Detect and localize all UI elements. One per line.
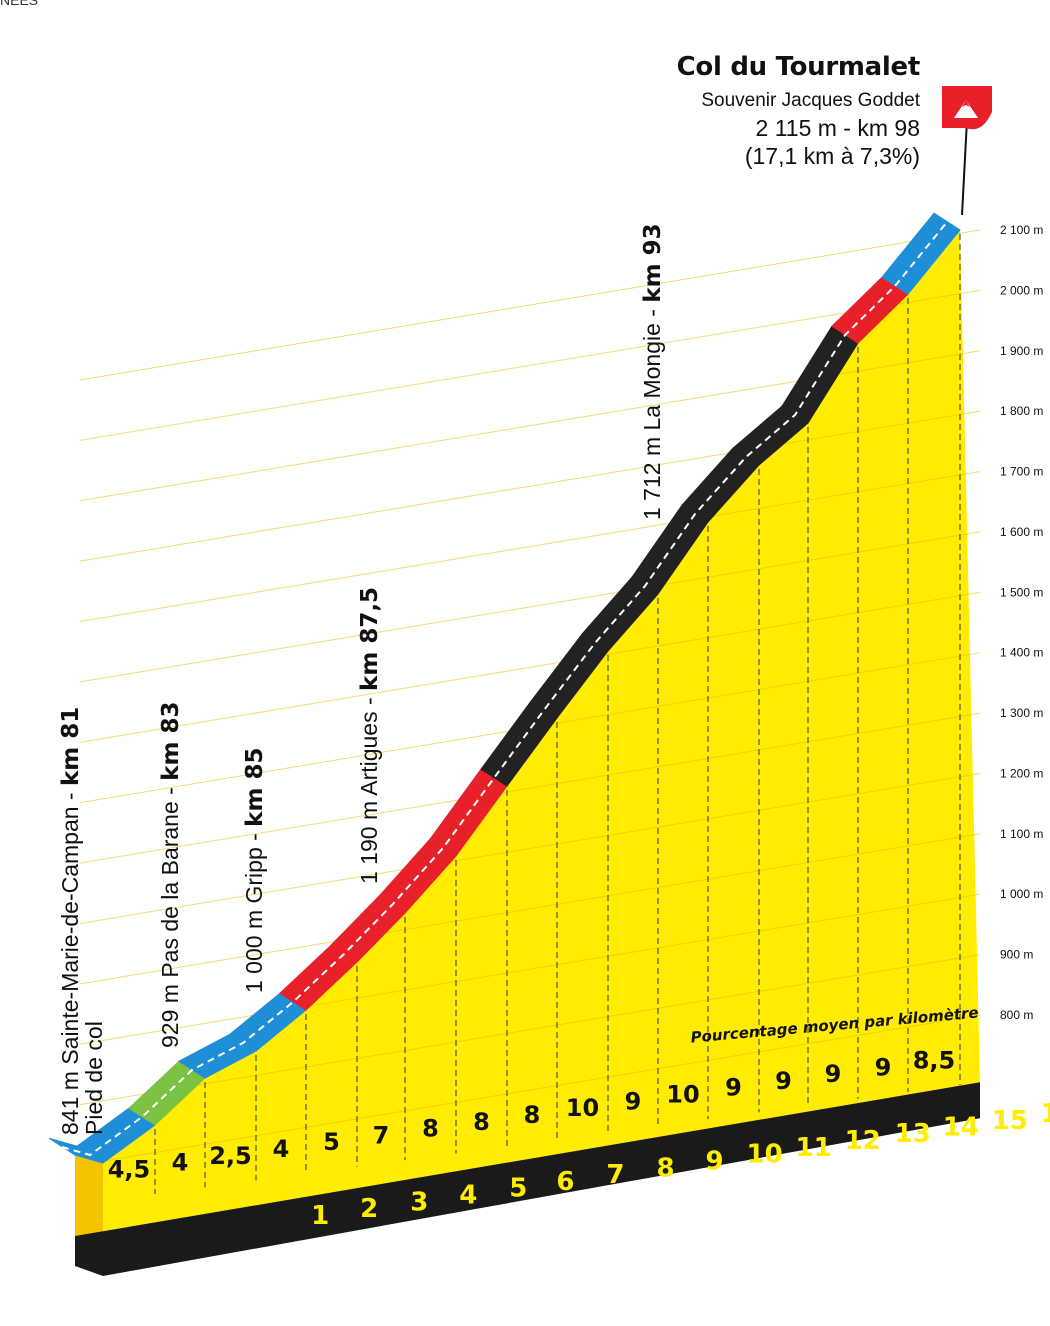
waypoint-label: 1 712 m La Mongie - km 93 [639, 223, 666, 520]
km-gradient-label: 4,5 [108, 1156, 151, 1184]
altitude-gridline [79, 833, 981, 985]
y-axis-tick-label: 1 700 m [1000, 465, 1043, 479]
altitude-gridline [79, 772, 981, 924]
profile-layer [75, 230, 980, 1238]
km-gradient-label: 4 [273, 1135, 290, 1163]
y-axis-tick-label: 2 100 m [1000, 223, 1043, 237]
waypoint-km: km 81 [58, 707, 84, 786]
y-axis-tick-label: 900 m [1000, 948, 1033, 962]
altitude-gridline [79, 1014, 981, 1166]
y-axis-tick-label: 1 500 m [1000, 585, 1043, 599]
km-gradient-label: 8 [524, 1101, 541, 1129]
waypoint-label: 1 190 m Artigues - km 87,5 [356, 587, 383, 884]
flag-pole [961, 119, 968, 216]
km-gradient-label: 9 [775, 1067, 792, 1095]
km-marker-label: 13 [895, 1119, 931, 1149]
y-axis-tick-label: 800 m [1000, 1008, 1033, 1022]
summit-flag-icon [942, 86, 992, 130]
km-gradient-label: 10 [566, 1094, 599, 1122]
base-layer: 1234567891011121314151617 [75, 1082, 1050, 1276]
grid-layer [79, 229, 981, 1194]
km-marker-label: 5 [509, 1174, 527, 1204]
waypoint-text: 929 m Pas de la Barane - [157, 781, 183, 1048]
km-marker-label: 7 [606, 1160, 624, 1190]
km-marker-label: 4 [459, 1181, 477, 1211]
y-axis-tick-label: 1 200 m [1000, 766, 1043, 780]
km-gradient-label: 9 [725, 1074, 742, 1102]
waypoint-text: 1 190 m Artigues - [356, 691, 382, 884]
waypoint-text: 1 712 m La Mongie - [639, 303, 665, 520]
km-marker-label: 12 [845, 1126, 881, 1156]
summit-name: Col du Tourmalet [676, 52, 921, 82]
base-band [75, 1082, 980, 1276]
stage-corner-text: NÉES [0, 0, 39, 8]
km-marker-label: 16 [1041, 1099, 1050, 1129]
waypoint-km: km 83 [158, 702, 184, 781]
waypoint-label: 841 m Sainte-Marie-de-Campan - km 81 [57, 707, 84, 1135]
y-axis-tick-label: 1 300 m [1000, 706, 1043, 720]
km-gradient-label: 2,5 [209, 1142, 252, 1170]
altitude-gridline [79, 410, 981, 562]
km-marker-label: 8 [656, 1153, 674, 1183]
km-gradient-label: 8 [422, 1115, 439, 1143]
road-band-layer [48, 119, 968, 1164]
y-axis-tick-label: 1 800 m [1000, 404, 1043, 418]
km-gradient-label: 5 [323, 1128, 340, 1156]
waypoint-km: km 85 [242, 748, 268, 827]
y-axis-tick-label: 1 600 m [1000, 525, 1043, 539]
waypoint-text: 841 m Sainte-Marie-de-Campan - [57, 786, 83, 1135]
altitude-gridline [79, 591, 981, 743]
waypoint-text: 1 000 m Gripp - [241, 827, 267, 993]
waypoint-label-secondary: Pied de col [81, 1021, 107, 1135]
km-marker-label: 2 [360, 1194, 378, 1224]
km-marker-label: 10 [746, 1140, 782, 1170]
km-gradient-label: 4 [172, 1149, 189, 1177]
altitude-gridline [79, 229, 981, 381]
y-axis-tick-label: 1 000 m [1000, 887, 1043, 901]
y-axis-tick-label: 2 000 m [1000, 283, 1043, 297]
summit-gradient: (17,1 km à 7,3%) [744, 143, 920, 169]
km-marker-label: 6 [556, 1167, 574, 1197]
y-axis-tick-label: 1 100 m [1000, 827, 1043, 841]
waypoint-km: km 87,5 [357, 587, 383, 691]
road-centerline [61, 221, 948, 1157]
summit-altitude: 2 115 m - km 98 [755, 115, 920, 141]
y-axis-tick-label: 1 400 m [1000, 646, 1043, 660]
km-marker-label: 14 [943, 1113, 979, 1143]
km-gradient-label: 10 [666, 1081, 699, 1109]
profile-area [75, 230, 980, 1236]
altitude-gridline [79, 954, 981, 1106]
km-gradient-label: 7 [373, 1121, 390, 1149]
waypoint-label: 1 000 m Gripp - km 85 [241, 748, 268, 993]
altitude-gridline [79, 531, 981, 683]
km-gradient-label: 9 [875, 1053, 892, 1081]
altitude-gridline [79, 712, 981, 864]
km-marker-label: 3 [410, 1187, 428, 1217]
km-gradient-label: 9 [825, 1060, 842, 1088]
km-gradient-label: 8 [473, 1108, 490, 1136]
km-marker-label: 15 [992, 1106, 1028, 1136]
waypoint-label: 929 m Pas de la Barane - km 83 [157, 702, 184, 1049]
waypoint-km: km 93 [640, 223, 666, 302]
y-axis-tick-label: 1 900 m [1000, 344, 1043, 358]
km-marker-label: 11 [796, 1133, 832, 1163]
km-marker-label: 1 [311, 1201, 329, 1231]
altitude-gridline [79, 893, 981, 1045]
km-marker-label: 9 [705, 1147, 723, 1177]
km-gradient-label: 9 [625, 1087, 642, 1115]
summit-subtitle: Souvenir Jacques Goddet [701, 90, 920, 111]
altitude-gridline [79, 471, 981, 623]
altitude-gridline [79, 289, 981, 441]
profile-start-face [75, 1155, 103, 1238]
km-gradient-label: 8,5 [913, 1047, 956, 1075]
